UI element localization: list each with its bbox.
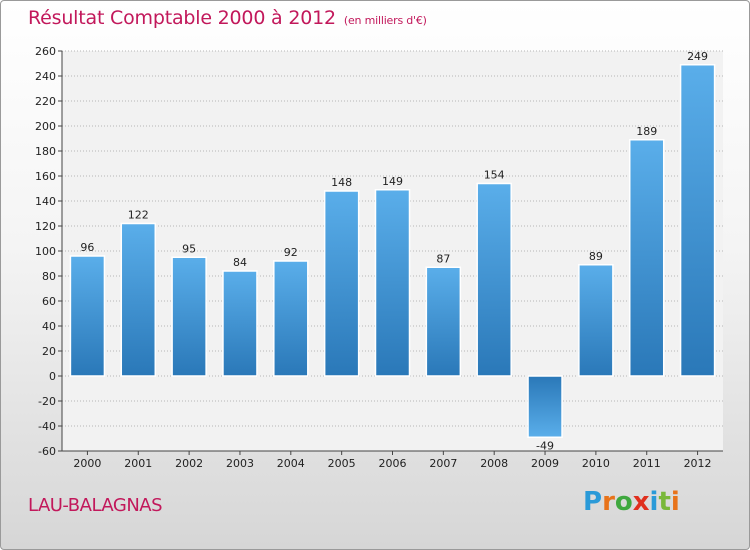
y-tick-label: 100 [35,245,56,258]
y-tick-label: 140 [35,195,56,208]
x-tick-label-2005: 2005 [328,457,356,470]
data-label-2010: 89 [589,250,603,263]
logo-letter: x [632,487,650,517]
bar-2004 [273,260,309,377]
bar-2001 [120,222,157,377]
logo-letter: t [658,487,671,517]
proxiti-logo: Proxiti [583,487,680,517]
x-tick-label-2012: 2012 [684,457,712,470]
bar-2008 [476,182,512,377]
y-tick-label: 60 [42,295,56,308]
bar-2000 [69,255,106,377]
bar-2011 [628,139,665,377]
data-label-2011: 189 [636,125,657,138]
bar-2007 [425,266,462,377]
data-label-2012: 249 [687,50,708,63]
bar-2012 [679,64,716,377]
x-tick-label-2002: 2002 [175,457,203,470]
chart-title-text: Résultat Comptable 2000 à 2012 [28,7,336,29]
x-tick-label-2009: 2009 [531,457,559,470]
y-tick-label: 220 [35,95,56,108]
bar-2003 [222,270,258,377]
data-label-2003: 84 [233,256,247,269]
logo-letter: i [649,487,659,517]
logo-letter: P [583,487,603,517]
y-tick-label: 40 [42,320,56,333]
y-tick-label: 180 [35,145,56,158]
data-label-2006: 149 [382,175,403,188]
y-tick-label: 260 [35,45,56,58]
x-tick-label-2008: 2008 [480,457,508,470]
x-tick-label-2001: 2001 [124,457,152,470]
x-tick-label-2003: 2003 [226,457,254,470]
x-tick-label-2000: 2000 [73,457,101,470]
y-tick-label: 120 [35,220,56,233]
data-label-2005: 148 [331,176,352,189]
chart-title: Résultat Comptable 2000 à 2012 (en millie… [28,7,427,29]
y-tick-label: 240 [35,70,56,83]
y-tick-label: 0 [49,370,56,383]
data-label-2008: 154 [484,169,505,182]
x-tick-label-2011: 2011 [633,457,661,470]
y-tick-label: 200 [35,120,56,133]
data-label-2007: 87 [436,252,450,265]
data-label-2000: 96 [80,241,94,254]
data-label-2009: -49 [536,439,554,452]
y-tick-label: 160 [35,170,56,183]
logo-letter: r [602,487,615,517]
bar-2010 [578,264,614,377]
x-tick-label-2006: 2006 [379,457,407,470]
logo-letter: i [670,487,680,517]
y-tick-label: -20 [38,395,56,408]
x-tick-label-2010: 2010 [582,457,610,470]
chart-subtitle: (en milliers d'€) [343,14,427,27]
bar-2006 [374,189,411,377]
x-tick-label-2007: 2007 [429,457,457,470]
bar-2009 [527,375,563,438]
y-tick-label: -60 [38,445,56,458]
logo-letter: o [614,487,633,517]
bar-2005 [323,190,360,377]
data-label-2004: 92 [284,246,298,259]
y-tick-label: -40 [38,420,56,433]
place-name: LAU-BALAGNAS [28,495,163,516]
y-tick-label: 20 [42,345,56,358]
bar-2002 [171,256,207,377]
y-tick-label: 80 [42,270,56,283]
data-label-2002: 95 [182,242,196,255]
x-tick-label-2004: 2004 [277,457,305,470]
data-label-2001: 122 [128,209,149,222]
